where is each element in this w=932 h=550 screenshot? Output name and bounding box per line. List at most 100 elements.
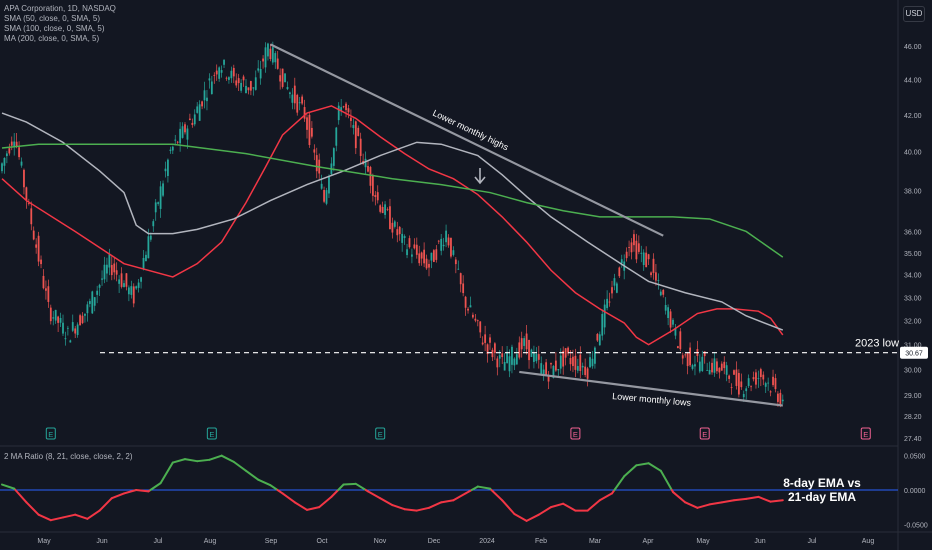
ratio-segment	[613, 475, 626, 491]
candle-body	[469, 305, 472, 308]
candle-body	[325, 190, 328, 204]
candle-body	[442, 244, 445, 247]
ratio-segment	[440, 499, 455, 504]
candle-body	[57, 316, 60, 323]
candle-body	[340, 107, 343, 112]
candle-body	[62, 322, 64, 334]
ratio-segment	[62, 513, 77, 519]
candle-body	[10, 141, 13, 146]
candle-body	[479, 321, 482, 333]
candle-body	[608, 301, 611, 303]
candle-body	[113, 263, 116, 273]
time-tick-label: May	[696, 538, 710, 545]
currency-button[interactable]: USD	[903, 6, 925, 22]
legend-ma200[interactable]: MA (200, close, 0, SMA, 5)	[4, 34, 100, 43]
ratio-segment	[470, 485, 479, 491]
candle-body	[66, 327, 69, 329]
candle-body	[210, 81, 213, 95]
candle-body	[759, 369, 762, 378]
ratio-segment	[269, 484, 279, 491]
candle-body	[706, 370, 709, 371]
candle-body	[184, 124, 186, 133]
ratio-segment	[428, 501, 443, 509]
time-tick-label: Sep	[265, 538, 278, 545]
candle-body	[342, 106, 345, 108]
candle-body	[403, 236, 406, 239]
candle-body	[691, 365, 694, 369]
ma200-line	[1, 143, 784, 258]
candle-body	[247, 87, 250, 91]
candle-body	[176, 141, 179, 143]
candle-body	[701, 356, 704, 371]
legend-sma100[interactable]: SMA (100, close, 0, SMA, 5)	[4, 24, 105, 33]
candle-body	[279, 75, 282, 82]
candle-body	[645, 252, 648, 268]
last-price-label: 30.67	[905, 351, 923, 358]
candle-body	[49, 307, 52, 322]
candle-body	[127, 287, 130, 295]
candle-body	[476, 320, 479, 322]
candle-body	[345, 103, 347, 111]
earnings-marker	[570, 427, 581, 440]
candle-body	[47, 286, 50, 302]
time-tick-label: Aug	[204, 538, 217, 545]
ratio-segment	[550, 502, 565, 509]
indicator-legend[interactable]: 2 MA Ratio (8, 21, close, close, 2, 2)	[4, 452, 133, 461]
ratio-segment	[490, 489, 504, 502]
candle-body	[157, 202, 160, 204]
candle-body	[201, 101, 203, 107]
price-tick-label: 44.00	[904, 78, 922, 85]
candle-body	[350, 117, 352, 121]
candle-body	[569, 358, 572, 365]
candle-body	[547, 376, 550, 382]
ratio-segment	[342, 482, 357, 486]
candle-body	[589, 357, 591, 368]
candle-body	[633, 234, 635, 246]
candle-body	[27, 203, 30, 204]
ratio-segment	[708, 501, 723, 506]
candle-body	[586, 368, 589, 379]
candle-body	[716, 361, 718, 372]
candle-body	[572, 356, 574, 367]
ratio-segment	[281, 492, 296, 504]
ratio-segment	[769, 499, 784, 503]
candle-body	[628, 246, 630, 248]
candle-body	[52, 317, 55, 319]
candle-body	[474, 318, 477, 321]
candle-body	[498, 355, 501, 359]
candle-body	[489, 337, 491, 343]
candle-body	[323, 190, 325, 202]
candle-body	[225, 77, 228, 79]
time-tick-label: Jun	[754, 538, 765, 545]
candle-body	[672, 319, 674, 325]
legend-sma50[interactable]: SMA (50, close, 0, SMA, 5)	[4, 14, 101, 23]
candle-body	[3, 157, 6, 166]
ratio-segment	[196, 458, 211, 463]
candle-body	[379, 205, 382, 212]
price-tick-label: 40.00	[904, 150, 922, 157]
candle-body	[245, 85, 247, 94]
ema-annotation-line: 8-day EMA vs	[783, 476, 861, 490]
candle-body	[698, 361, 701, 372]
candle-body	[664, 305, 667, 311]
ratio-tick-label: -0.0500	[904, 522, 928, 529]
candle-body	[23, 169, 25, 188]
ratio-segment	[415, 506, 430, 512]
candle-body	[401, 233, 404, 243]
ratio-segment	[276, 489, 284, 495]
earnings-marker	[206, 427, 217, 440]
low-2023-label: 2023 low	[855, 338, 899, 350]
ratio-segment	[1, 483, 16, 490]
candle-body	[193, 114, 196, 125]
ratio-segment	[245, 469, 260, 481]
candle-body	[359, 138, 362, 156]
candle-body	[286, 87, 289, 90]
candle-body	[208, 78, 211, 81]
candle-body	[530, 349, 533, 357]
candle-body	[779, 392, 782, 405]
earnings-marker-label: E	[378, 430, 383, 439]
candle-body	[764, 383, 767, 387]
candle-body	[118, 279, 121, 284]
